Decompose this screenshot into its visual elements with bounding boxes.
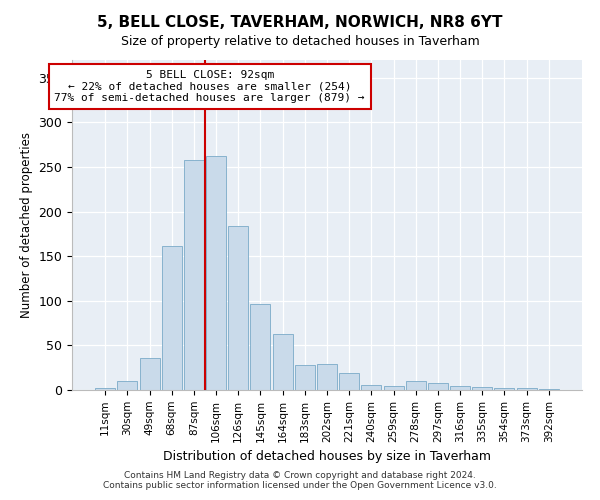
Bar (450, 386, 470, 390)
Y-axis label: Number of detached properties: Number of detached properties (20, 132, 33, 318)
Bar (517, 388, 536, 390)
Bar (228, 226, 248, 390)
Bar (184, 160, 204, 390)
Bar (95, 388, 115, 390)
Text: 5 BELL CLOSE: 92sqm
← 22% of detached houses are smaller (254)
77% of semi-detac: 5 BELL CLOSE: 92sqm ← 22% of detached ho… (55, 70, 365, 103)
Bar (206, 156, 226, 390)
Bar (162, 246, 182, 390)
Bar (317, 364, 337, 390)
Text: Contains HM Land Registry data © Crown copyright and database right 2024.
Contai: Contains HM Land Registry data © Crown c… (103, 470, 497, 490)
Bar (118, 381, 137, 390)
Text: Size of property relative to detached houses in Taverham: Size of property relative to detached ho… (121, 35, 479, 48)
Bar (472, 388, 492, 390)
Bar (250, 304, 271, 390)
Bar (295, 365, 315, 390)
X-axis label: Distribution of detached houses by size in Taverham: Distribution of detached houses by size … (163, 450, 491, 463)
Bar (539, 389, 559, 390)
Bar (339, 373, 359, 390)
Bar (140, 358, 160, 390)
Bar (361, 384, 382, 390)
Bar (406, 381, 426, 390)
Bar (272, 334, 293, 390)
Bar (428, 383, 448, 390)
Bar (383, 386, 404, 390)
Text: 5, BELL CLOSE, TAVERHAM, NORWICH, NR8 6YT: 5, BELL CLOSE, TAVERHAM, NORWICH, NR8 6Y… (97, 15, 503, 30)
Bar (494, 388, 514, 390)
